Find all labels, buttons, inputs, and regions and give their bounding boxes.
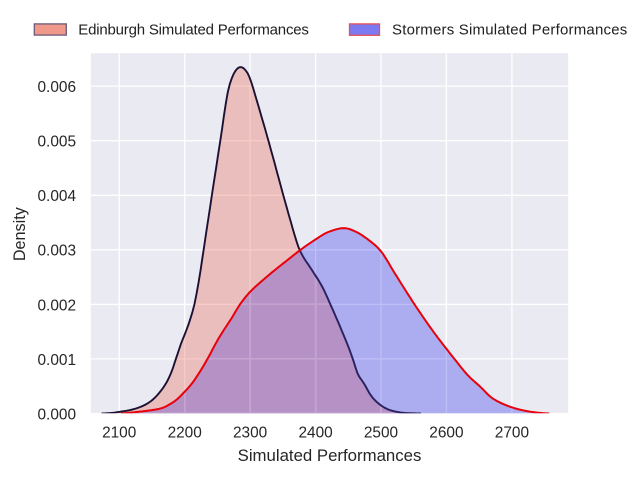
svg-text:0.000: 0.000 bbox=[37, 406, 76, 423]
svg-text:0.002: 0.002 bbox=[37, 297, 76, 314]
svg-text:0.006: 0.006 bbox=[37, 79, 76, 96]
svg-text:2200: 2200 bbox=[168, 425, 202, 442]
svg-text:Simulated Performances: Simulated Performances bbox=[238, 446, 422, 465]
svg-text:2700: 2700 bbox=[495, 425, 529, 442]
svg-text:2500: 2500 bbox=[364, 425, 398, 442]
svg-text:2400: 2400 bbox=[298, 425, 332, 442]
svg-text:2100: 2100 bbox=[102, 425, 136, 442]
svg-text:0.005: 0.005 bbox=[37, 134, 76, 151]
svg-text:Density: Density bbox=[11, 206, 29, 261]
svg-text:0.003: 0.003 bbox=[37, 243, 76, 260]
svg-text:Stormers Simulated Performance: Stormers Simulated Performances bbox=[392, 22, 627, 39]
svg-text:0.004: 0.004 bbox=[37, 188, 76, 205]
svg-text:2600: 2600 bbox=[429, 425, 463, 442]
svg-text:0.001: 0.001 bbox=[37, 352, 76, 369]
svg-text:2300: 2300 bbox=[233, 425, 267, 442]
svg-text:Edinburgh Simulated Performanc: Edinburgh Simulated Performances bbox=[78, 22, 308, 39]
